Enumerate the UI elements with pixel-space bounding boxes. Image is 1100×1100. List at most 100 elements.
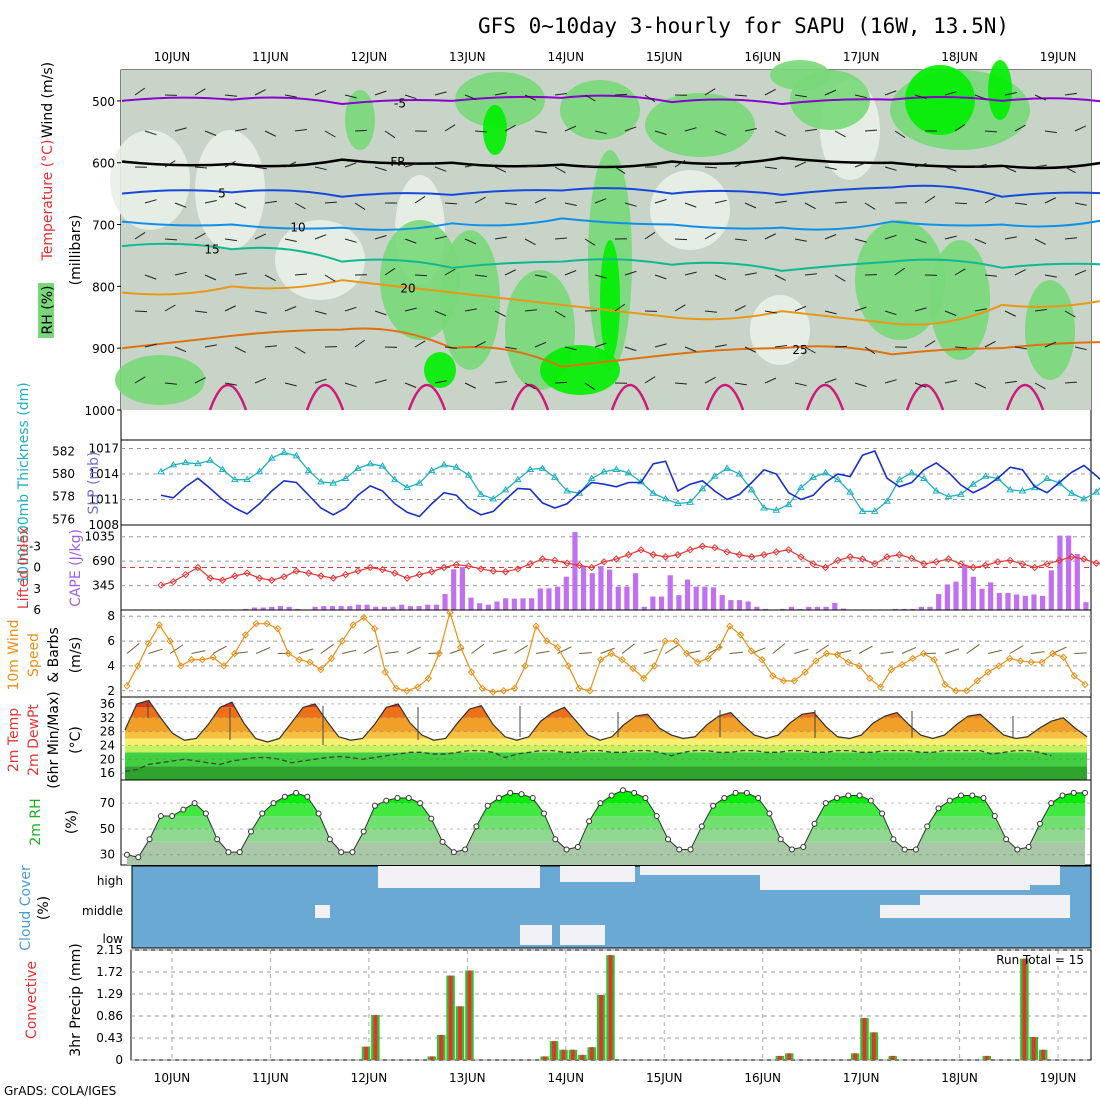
date-tick-top: 18JUN	[941, 50, 978, 64]
wind-barb	[772, 643, 786, 654]
cape-bar	[676, 595, 682, 610]
wind-barb	[600, 647, 615, 654]
date-tick-bottom: 17JUN	[843, 1071, 880, 1085]
wind-barb	[191, 650, 206, 654]
chart-title: GFS 0~10day 3-hourly for SAPU (16W, 13.5…	[478, 14, 1009, 38]
wind-barb	[579, 652, 592, 654]
lifted-index-point	[674, 551, 682, 559]
lifted-index-point	[341, 570, 350, 579]
cape-bar	[823, 606, 829, 610]
wind-barb	[894, 130, 906, 138]
thickness-point	[920, 474, 928, 482]
wind-barb	[974, 382, 987, 389]
wind-barb	[944, 380, 957, 384]
temperature-contour	[510, 383, 550, 411]
thickness-tick: 578	[52, 490, 75, 504]
lifted-index-point	[846, 553, 854, 561]
lifted-index-point	[218, 576, 227, 584]
wind-barb	[169, 644, 184, 654]
thickness-point	[550, 473, 559, 480]
cloud-clear-region	[760, 866, 1030, 890]
wind10m-axis-label: Speed	[26, 633, 42, 677]
rh2m-point	[631, 789, 638, 796]
rh-tick: 70	[100, 796, 115, 810]
thickness-point	[723, 464, 731, 471]
rh2m-point	[608, 792, 615, 799]
thickness-point	[243, 475, 252, 483]
wind-barb	[1064, 381, 1078, 384]
precip-tick: 2.15	[96, 943, 123, 957]
pressure-tick: 1000	[84, 404, 115, 418]
thickness-point	[686, 498, 695, 505]
wind-barb	[174, 346, 187, 353]
cape-bar	[684, 579, 691, 610]
lifted-index-point	[772, 548, 781, 556]
lifted-index-point	[735, 551, 744, 559]
wind-barb	[564, 270, 577, 276]
temperature-contour	[208, 383, 248, 411]
wind-barb	[148, 648, 163, 654]
wind-barb	[704, 88, 716, 96]
wind-speed-point	[736, 631, 745, 639]
thickness-point	[1080, 494, 1088, 502]
cape-bar	[581, 566, 587, 610]
thickness-point	[366, 459, 375, 467]
wind-barb	[324, 201, 338, 204]
wind-barb	[714, 130, 727, 136]
rh2m-point	[642, 795, 649, 802]
wind-barb	[194, 310, 207, 313]
wind-speed-point	[177, 662, 185, 670]
cape-bar	[1066, 535, 1072, 610]
wind-barb	[1034, 382, 1046, 390]
cape-bar	[390, 606, 396, 610]
wind-speed-point	[564, 662, 573, 670]
wind-barb	[284, 238, 297, 242]
wind-speed-point	[726, 622, 734, 630]
rh2m-point	[800, 843, 807, 850]
thickness-point	[747, 485, 756, 493]
wind-barb	[774, 200, 787, 204]
wind-speed-point	[532, 622, 540, 630]
wind-barb	[284, 161, 297, 168]
wind-barb	[344, 306, 357, 312]
cloud-level-tick: high	[97, 874, 123, 888]
cape-bar	[936, 594, 942, 610]
lifted-index-point	[920, 560, 928, 568]
wind-barb	[954, 268, 966, 276]
cape-bar	[918, 606, 924, 610]
rh2m-point	[890, 836, 897, 843]
thickness-point	[797, 483, 805, 491]
cape-bar	[927, 606, 933, 610]
wind-barb	[966, 644, 980, 654]
wind-barb	[320, 644, 334, 654]
rh2m-point	[247, 828, 254, 835]
wind-barb	[1031, 651, 1045, 654]
wind-barb	[144, 199, 157, 204]
wind-barb	[204, 200, 217, 204]
wind-tick: 8	[107, 609, 115, 623]
wind-barb	[264, 274, 276, 282]
wind-speed-point	[1005, 654, 1014, 663]
wind-barb	[134, 87, 146, 96]
precip-tick: 1.29	[96, 987, 123, 1001]
wind-speed-point	[478, 684, 486, 693]
precip-convective-bar	[580, 1054, 585, 1060]
rh2m-point	[484, 802, 491, 809]
wind-barb	[734, 305, 746, 312]
wind-barb	[524, 164, 537, 168]
thickness-point	[526, 465, 535, 472]
lifted-index-point	[514, 565, 522, 573]
wind-speed-point	[123, 682, 131, 690]
rh2m-point	[619, 787, 626, 794]
rh2m-point	[1003, 836, 1010, 843]
wind-speed-point	[693, 658, 702, 666]
wind-speed-point	[1016, 657, 1025, 665]
wind-barb	[1004, 310, 1017, 317]
cape-bar	[1048, 570, 1054, 610]
rh2m-point	[1082, 789, 1088, 796]
cape-bar	[788, 606, 795, 610]
rh-blob	[650, 170, 730, 250]
rh2m-point	[157, 813, 164, 820]
wind-barb	[444, 202, 458, 205]
slp-axis-label: SLP (mb)	[86, 451, 102, 514]
